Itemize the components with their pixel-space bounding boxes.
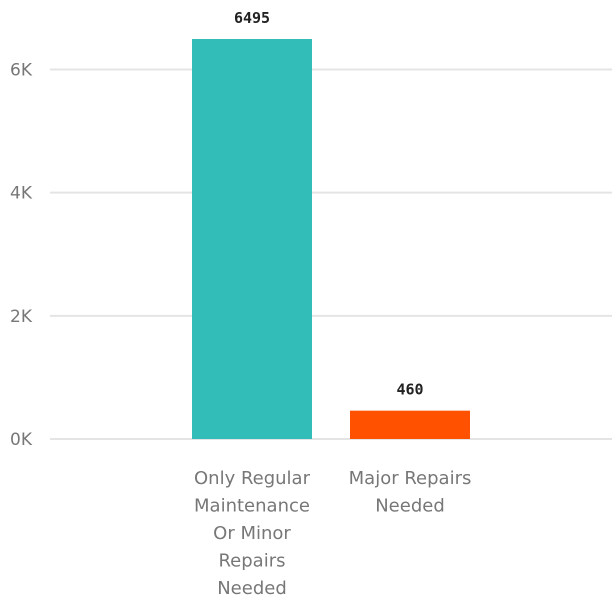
x-axis-category-labels: Only Regular Maintenance Or Minor Repairs Ne…: [194, 468, 471, 597]
y-axis-tick-labels: 0K 2K 4K 6K: [10, 60, 33, 450]
y-tick-label: 2K: [10, 307, 33, 327]
bars: [192, 39, 470, 439]
category-label: Major Repairs Needed: [349, 468, 472, 517]
y-tick-label: 4K: [10, 184, 33, 204]
y-tick-label: 0K: [10, 430, 33, 450]
category-label: Only Regular Maintenance Or Minor Repairs Ne…: [194, 468, 311, 597]
data-label: 6495: [234, 9, 270, 27]
data-labels: 6495 460: [234, 9, 424, 399]
category-label-line: Maintenance: [194, 496, 310, 517]
data-label: 460: [396, 381, 423, 399]
gridlines: [50, 68, 612, 440]
category-label-line: Major Repairs: [349, 468, 472, 489]
category-label-line: Needed: [217, 578, 287, 597]
category-label-line: Repairs: [218, 551, 285, 572]
category-label-line: Only Regular: [194, 468, 311, 489]
bar[interactable]: [192, 39, 312, 439]
bar[interactable]: [350, 410, 470, 439]
category-label-line: Or Minor: [213, 523, 291, 544]
y-tick-label: 6K: [10, 60, 33, 80]
category-label-line: Needed: [375, 496, 445, 517]
